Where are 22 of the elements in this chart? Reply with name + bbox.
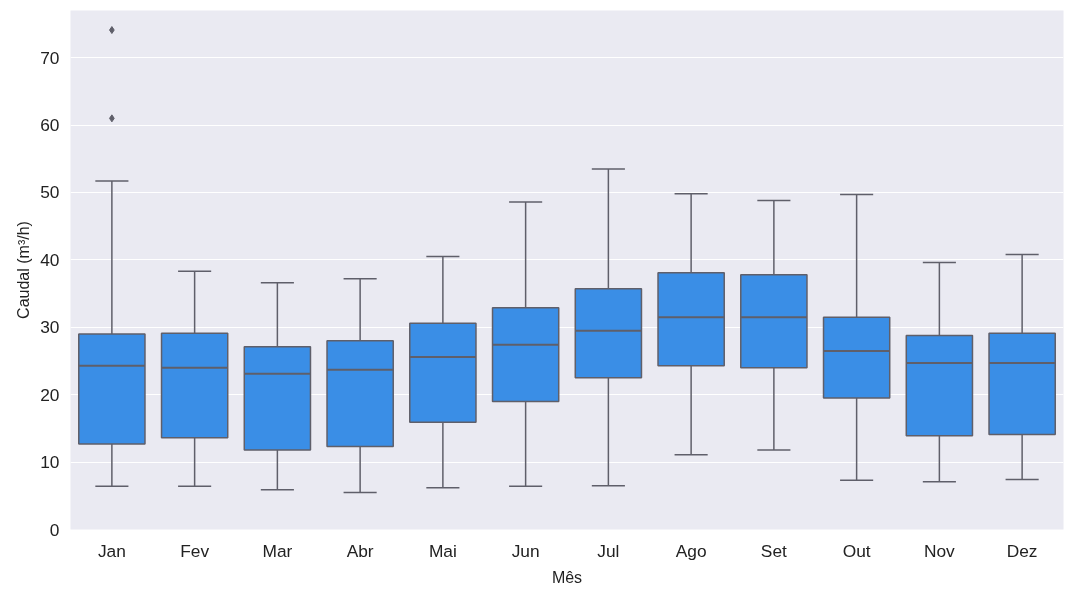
y-tick-label: 10	[40, 452, 60, 473]
y-tick-label: 50	[40, 182, 60, 203]
y-tick-label: 40	[40, 249, 60, 270]
x-tick-label: Nov	[923, 540, 956, 561]
x-tick-label: Jan	[97, 540, 126, 561]
y-tick-label: 20	[40, 384, 60, 405]
x-tick-label: Jul	[597, 540, 620, 561]
y-tick-label: 60	[40, 115, 60, 136]
x-axis-title: Mês	[551, 568, 583, 586]
x-tick-label: Out	[842, 540, 871, 561]
x-tick-label: Jun	[511, 540, 540, 561]
x-tick-label: Dez	[1006, 540, 1038, 561]
x-tick-label: Abr	[346, 540, 374, 561]
y-tick-label: 70	[40, 47, 60, 68]
y-axis-title: Caudal (m³/h)	[15, 221, 33, 319]
y-tick-label: 30	[40, 317, 60, 338]
y-tick-label: 0	[49, 519, 60, 540]
x-tick-label: Ago	[675, 540, 707, 561]
x-tick-label: Fev	[180, 540, 210, 561]
x-tick-label: Set	[760, 540, 788, 561]
x-tick-label: Mai	[428, 540, 457, 561]
x-tick-label: Mar	[262, 540, 293, 561]
